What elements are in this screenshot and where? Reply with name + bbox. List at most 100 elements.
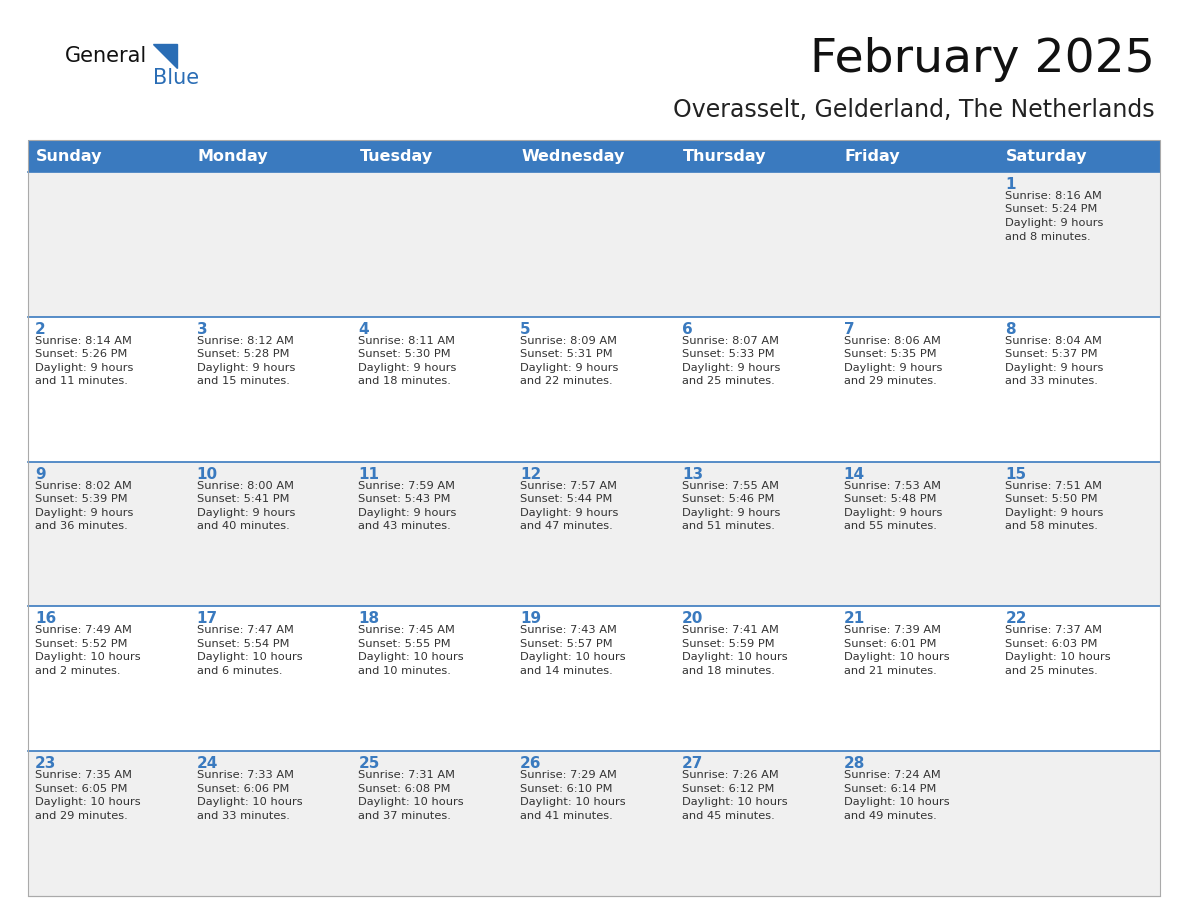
Text: Sunrise: 8:04 AM: Sunrise: 8:04 AM [1005, 336, 1102, 346]
Text: Daylight: 9 hours: Daylight: 9 hours [1005, 363, 1104, 373]
Text: 9: 9 [34, 466, 45, 482]
Text: Sunrise: 7:35 AM: Sunrise: 7:35 AM [34, 770, 132, 780]
Polygon shape [153, 44, 177, 68]
Text: Sunset: 6:10 PM: Sunset: 6:10 PM [520, 784, 613, 794]
Text: Monday: Monday [197, 149, 268, 163]
Text: and 18 minutes.: and 18 minutes. [682, 666, 775, 676]
Text: 20: 20 [682, 611, 703, 626]
Text: Daylight: 9 hours: Daylight: 9 hours [682, 363, 781, 373]
Text: Sunrise: 8:16 AM: Sunrise: 8:16 AM [1005, 191, 1102, 201]
Text: 5: 5 [520, 322, 531, 337]
Text: and 43 minutes.: and 43 minutes. [359, 521, 451, 532]
Text: 19: 19 [520, 611, 542, 626]
Text: Sunrise: 7:49 AM: Sunrise: 7:49 AM [34, 625, 132, 635]
Text: Sunrise: 8:12 AM: Sunrise: 8:12 AM [197, 336, 293, 346]
Text: and 37 minutes.: and 37 minutes. [359, 811, 451, 821]
Text: 14: 14 [843, 466, 865, 482]
Text: 15: 15 [1005, 466, 1026, 482]
Text: Sunset: 5:35 PM: Sunset: 5:35 PM [843, 350, 936, 359]
Text: Daylight: 9 hours: Daylight: 9 hours [34, 508, 133, 518]
Text: General: General [65, 46, 147, 66]
Text: Sunset: 5:39 PM: Sunset: 5:39 PM [34, 494, 127, 504]
Text: Daylight: 9 hours: Daylight: 9 hours [197, 363, 295, 373]
Bar [29, 317, 1159, 462]
Text: and 29 minutes.: and 29 minutes. [843, 376, 936, 386]
Text: Daylight: 9 hours: Daylight: 9 hours [520, 363, 619, 373]
Bar [29, 140, 1159, 896]
Text: Sunset: 5:43 PM: Sunset: 5:43 PM [359, 494, 451, 504]
Text: 28: 28 [843, 756, 865, 771]
Text: 8: 8 [1005, 322, 1016, 337]
Text: and 21 minutes.: and 21 minutes. [843, 666, 936, 676]
Text: Sunset: 5:31 PM: Sunset: 5:31 PM [520, 350, 613, 359]
Text: Sunrise: 7:29 AM: Sunrise: 7:29 AM [520, 770, 617, 780]
Text: 12: 12 [520, 466, 542, 482]
Text: Thursday: Thursday [683, 149, 766, 163]
Text: and 41 minutes.: and 41 minutes. [520, 811, 613, 821]
Text: and 47 minutes.: and 47 minutes. [520, 521, 613, 532]
Text: Overasselt, Gelderland, The Netherlands: Overasselt, Gelderland, The Netherlands [674, 98, 1155, 122]
Text: Daylight: 9 hours: Daylight: 9 hours [682, 508, 781, 518]
Text: 6: 6 [682, 322, 693, 337]
Text: Sunset: 6:05 PM: Sunset: 6:05 PM [34, 784, 127, 794]
Bar [29, 140, 1159, 172]
Text: Daylight: 10 hours: Daylight: 10 hours [359, 797, 465, 807]
Text: 21: 21 [843, 611, 865, 626]
Text: Sunrise: 7:53 AM: Sunrise: 7:53 AM [843, 481, 941, 490]
Text: Daylight: 10 hours: Daylight: 10 hours [682, 797, 788, 807]
Text: Daylight: 10 hours: Daylight: 10 hours [359, 653, 465, 663]
Text: and 45 minutes.: and 45 minutes. [682, 811, 775, 821]
Text: Sunset: 5:57 PM: Sunset: 5:57 PM [520, 639, 613, 649]
Text: 22: 22 [1005, 611, 1026, 626]
Text: Sunrise: 7:26 AM: Sunrise: 7:26 AM [682, 770, 778, 780]
Text: Sunset: 6:12 PM: Sunset: 6:12 PM [682, 784, 775, 794]
Text: Sunrise: 7:33 AM: Sunrise: 7:33 AM [197, 770, 293, 780]
Text: Daylight: 9 hours: Daylight: 9 hours [197, 508, 295, 518]
Text: 24: 24 [197, 756, 219, 771]
Text: Sunrise: 8:07 AM: Sunrise: 8:07 AM [682, 336, 779, 346]
Text: Sunset: 5:54 PM: Sunset: 5:54 PM [197, 639, 289, 649]
Text: Sunrise: 8:06 AM: Sunrise: 8:06 AM [843, 336, 941, 346]
Text: 10: 10 [197, 466, 217, 482]
Text: Sunset: 5:26 PM: Sunset: 5:26 PM [34, 350, 127, 359]
Text: Sunset: 6:14 PM: Sunset: 6:14 PM [843, 784, 936, 794]
Bar [29, 172, 1159, 317]
Text: and 8 minutes.: and 8 minutes. [1005, 231, 1091, 241]
Bar [29, 607, 1159, 751]
Text: and 51 minutes.: and 51 minutes. [682, 521, 775, 532]
Text: 11: 11 [359, 466, 379, 482]
Text: Sunset: 5:55 PM: Sunset: 5:55 PM [359, 639, 451, 649]
Bar [29, 751, 1159, 896]
Text: and 29 minutes.: and 29 minutes. [34, 811, 128, 821]
Text: Sunrise: 7:31 AM: Sunrise: 7:31 AM [359, 770, 455, 780]
Text: and 14 minutes.: and 14 minutes. [520, 666, 613, 676]
Text: and 58 minutes.: and 58 minutes. [1005, 521, 1098, 532]
Text: Daylight: 9 hours: Daylight: 9 hours [359, 363, 457, 373]
Text: Sunrise: 8:02 AM: Sunrise: 8:02 AM [34, 481, 132, 490]
Text: Sunrise: 7:41 AM: Sunrise: 7:41 AM [682, 625, 778, 635]
Text: 26: 26 [520, 756, 542, 771]
Text: Blue: Blue [153, 68, 200, 88]
Text: 16: 16 [34, 611, 56, 626]
Text: Sunset: 5:59 PM: Sunset: 5:59 PM [682, 639, 775, 649]
Text: Daylight: 9 hours: Daylight: 9 hours [359, 508, 457, 518]
Text: Sunset: 5:24 PM: Sunset: 5:24 PM [1005, 205, 1098, 215]
Text: Daylight: 9 hours: Daylight: 9 hours [843, 363, 942, 373]
Text: Daylight: 9 hours: Daylight: 9 hours [843, 508, 942, 518]
Text: and 6 minutes.: and 6 minutes. [197, 666, 283, 676]
Text: Daylight: 10 hours: Daylight: 10 hours [520, 797, 626, 807]
Text: 18: 18 [359, 611, 379, 626]
Text: and 18 minutes.: and 18 minutes. [359, 376, 451, 386]
Text: Sunrise: 8:09 AM: Sunrise: 8:09 AM [520, 336, 617, 346]
Text: Sunset: 5:37 PM: Sunset: 5:37 PM [1005, 350, 1098, 359]
Text: Sunset: 6:03 PM: Sunset: 6:03 PM [1005, 639, 1098, 649]
Text: Sunset: 5:33 PM: Sunset: 5:33 PM [682, 350, 775, 359]
Text: and 40 minutes.: and 40 minutes. [197, 521, 290, 532]
Text: Daylight: 10 hours: Daylight: 10 hours [843, 797, 949, 807]
Text: 27: 27 [682, 756, 703, 771]
Text: 23: 23 [34, 756, 56, 771]
Text: Sunrise: 7:37 AM: Sunrise: 7:37 AM [1005, 625, 1102, 635]
Text: 1: 1 [1005, 177, 1016, 192]
Text: and 2 minutes.: and 2 minutes. [34, 666, 120, 676]
Text: Daylight: 10 hours: Daylight: 10 hours [1005, 653, 1111, 663]
